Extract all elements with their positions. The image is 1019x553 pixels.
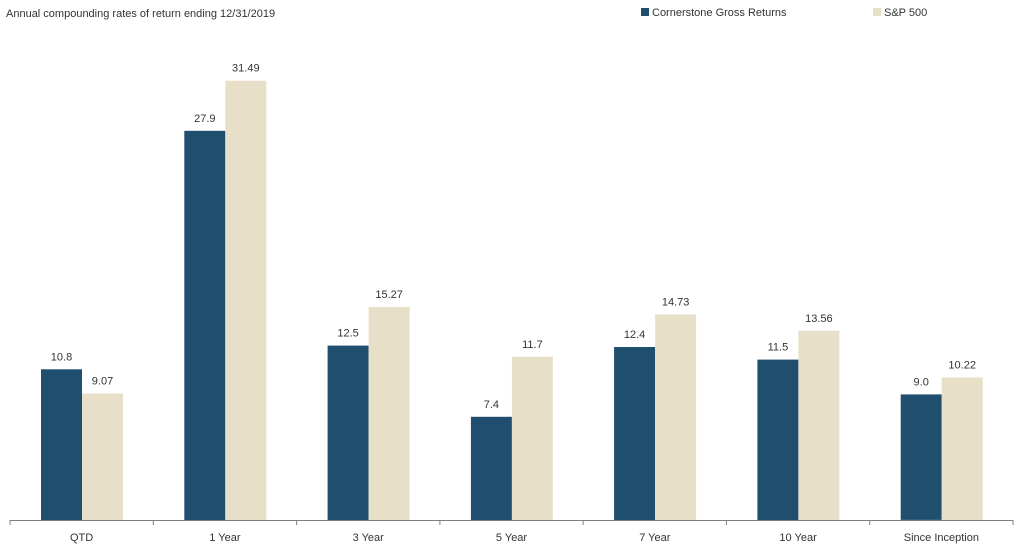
bar-sp500-0 [82, 393, 123, 520]
x-tick-label-3: 5 Year [496, 532, 528, 544]
legend-swatch-sp500 [873, 8, 881, 16]
x-tick-label-5: 10 Year [779, 532, 817, 544]
data-label-sp500-2: 15.27 [375, 289, 403, 301]
bar-sp500-5 [798, 330, 840, 520]
data-label-cornerstone-6: 9.0 [914, 376, 929, 388]
bar-sp500-2 [368, 307, 410, 520]
bar-cornerstone-6 [900, 394, 942, 520]
x-tick-label-2: 3 Year [353, 532, 385, 544]
bar-cornerstone-0 [41, 369, 82, 520]
bar-cornerstone-1 [184, 130, 226, 521]
plot-area: 10.8 9.07 QTD 27.9 31.49 1 Year 12.5 15.27 3 Yea… [9, 63, 1014, 544]
data-label-cornerstone-4: 12.4 [624, 329, 645, 341]
data-label-cornerstone-5: 11.5 [768, 342, 789, 354]
data-label-sp500-4: 14.73 [662, 297, 690, 309]
x-tick-label-1: 1 Year [209, 532, 241, 544]
bar-cornerstone-4 [614, 347, 656, 520]
data-label-sp500-3: 11.7 [522, 339, 543, 351]
legend-swatch-cornerstone [641, 8, 649, 16]
bar-cornerstone-3 [470, 416, 512, 520]
data-label-sp500-0: 9.07 [92, 376, 113, 388]
data-label-cornerstone-3: 7.4 [484, 399, 499, 411]
bar-sp500-1 [225, 80, 267, 520]
legend: Cornerstone Gross Returns S&P 500 [641, 7, 927, 19]
x-tick-label-6: Since Inception [904, 532, 979, 544]
data-label-cornerstone-0: 10.8 [51, 351, 72, 363]
data-label-sp500-6: 10.22 [948, 359, 976, 371]
x-tick-label-4: 7 Year [639, 532, 671, 544]
x-tick-label-0: QTD [70, 532, 93, 544]
data-label-cornerstone-2: 12.5 [337, 328, 358, 340]
data-label-cornerstone-1: 27.9 [194, 113, 215, 125]
chart-title: Annual compounding rates of return endin… [6, 8, 275, 20]
bar-cornerstone-5 [757, 359, 799, 520]
data-label-sp500-1: 31.49 [232, 63, 260, 75]
bar-cornerstone-2 [327, 345, 369, 520]
bar-sp500-6 [941, 377, 983, 520]
bar-sp500-3 [511, 356, 553, 520]
legend-label-cornerstone: Cornerstone Gross Returns [652, 7, 787, 19]
legend-label-sp500: S&P 500 [884, 7, 927, 19]
bar-sp500-4 [655, 314, 697, 520]
data-label-sp500-5: 13.56 [805, 313, 833, 325]
